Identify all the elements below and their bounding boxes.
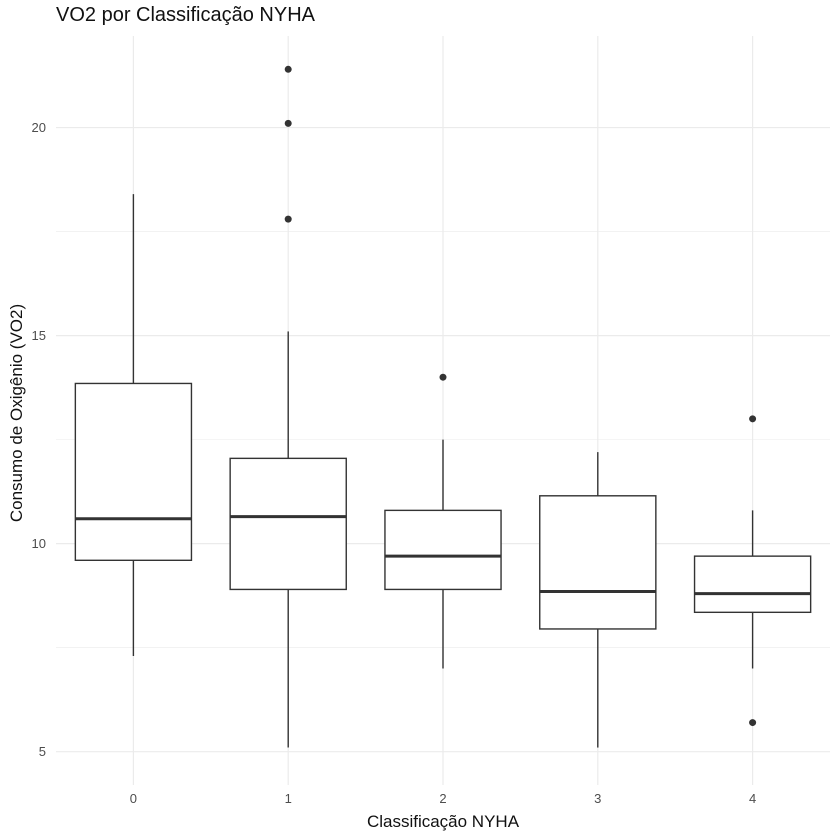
y-tick-label: 10 [32,536,46,551]
outlier-point [284,119,292,127]
box-group [693,415,812,727]
x-axis-title: Classificação NYHA [367,812,520,831]
outlier-point [749,415,757,423]
y-tick-label: 20 [32,120,46,135]
outlier-point [439,373,447,381]
x-tick-label: 1 [285,791,292,806]
box-group [384,373,502,669]
y-tick-label: 5 [39,744,46,759]
x-tick-label: 4 [749,791,756,806]
box-iqr [693,555,812,614]
x-tick-label: 2 [439,791,446,806]
box-iqr [539,495,657,630]
box-iqr [229,457,347,591]
box-group [539,452,657,748]
outlier-point [284,215,292,223]
box-group [229,65,347,748]
x-tick-label: 0 [130,791,137,806]
y-tick-label: 15 [32,328,46,343]
box-group [74,194,193,657]
x-tick-label: 3 [594,791,601,806]
axis-ticks: 5 10 15 20 0 1 2 3 4 [32,120,757,806]
outlier-point [749,719,757,727]
box-iqr [384,509,502,591]
chart-title: VO2 por Classificação NYHA [56,4,315,26]
box-iqr [74,382,193,562]
boxplot-series [74,65,812,748]
y-axis-title: Consumo de Oxigênio (VO2) [7,304,26,522]
outlier-point [284,65,292,73]
